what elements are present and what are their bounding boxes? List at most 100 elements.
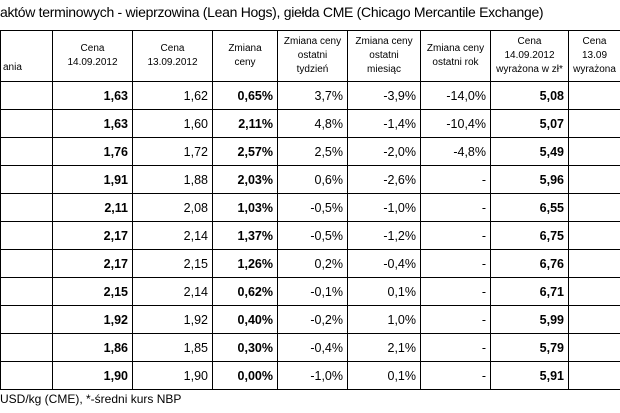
value-cell: 2,15 — [52, 277, 133, 306]
label-cell — [0, 361, 53, 390]
value-cell: 1,88 — [132, 165, 213, 194]
value-cell: 2,5% — [277, 137, 348, 166]
value-cell: 1,72 — [132, 137, 213, 166]
header-cell: Zmiana ceny ostatni miesiąc — [347, 30, 421, 82]
header-cell: Cena 14.09.2012 wyrażona w zł* — [490, 30, 569, 82]
value-cell: 2,15 — [132, 249, 213, 278]
value-cell: - — [420, 193, 491, 222]
header-cell: Zmiana ceny — [212, 30, 278, 82]
table-row: 2,15 2,14 0,62% -0,1% 0,1% -6,71 — [0, 277, 620, 306]
label-cell — [0, 137, 53, 166]
label-cell — [0, 165, 53, 194]
value-cell: 5,99 — [490, 305, 569, 334]
value-cell: 1,92 — [52, 305, 133, 334]
value-cell: - — [420, 249, 491, 278]
value-cell: 1,90 — [132, 361, 213, 390]
value-cell: - — [420, 305, 491, 334]
value-cell: 0,62% — [212, 277, 278, 306]
value-cell: 1,62 — [132, 81, 213, 110]
label-cell — [0, 249, 53, 278]
value-cell: 1,86 — [52, 333, 133, 362]
value-cell — [568, 221, 620, 250]
value-cell: 2,03% — [212, 165, 278, 194]
value-cell — [568, 249, 620, 278]
price-table: ania Cena 14.09.2012 Cena 13.09.2012 Zmiana… — [0, 30, 620, 390]
value-cell: 6,71 — [490, 277, 569, 306]
value-cell: - — [420, 333, 491, 362]
value-cell: -4,8% — [420, 137, 491, 166]
value-cell: 1,0% — [347, 305, 421, 334]
value-cell — [568, 109, 620, 138]
value-cell — [568, 361, 620, 390]
value-cell: 5,49 — [490, 137, 569, 166]
value-cell: -3,9% — [347, 81, 421, 110]
value-cell — [568, 165, 620, 194]
header-cell: Zmiana ceny ostatni rok — [420, 30, 491, 82]
footnote: USD/kg (CME), *-średni kurs NBP — [0, 392, 182, 406]
value-cell: - — [420, 277, 491, 306]
value-cell: -1,2% — [347, 221, 421, 250]
value-cell — [568, 277, 620, 306]
table-row: 1,76 1,72 2,57% 2,5% -2,0% -4,8% 5,49 — [0, 137, 620, 166]
value-cell: -0,4% — [277, 333, 348, 362]
value-cell: - — [420, 165, 491, 194]
table-row: 1,63 1,62 0,65% 3,7% -3,9% -14,0% 5,08 — [0, 81, 620, 110]
value-cell: -1,0% — [277, 361, 348, 390]
value-cell: 2,17 — [52, 221, 133, 250]
label-cell — [0, 333, 53, 362]
label-cell — [0, 81, 53, 110]
value-cell: 0,00% — [212, 361, 278, 390]
value-cell: -1,0% — [347, 193, 421, 222]
value-cell: 1,91 — [52, 165, 133, 194]
header-row: ania Cena 14.09.2012 Cena 13.09.2012 Zmiana… — [0, 30, 620, 82]
value-cell: - — [420, 221, 491, 250]
value-cell: 5,91 — [490, 361, 569, 390]
value-cell: 5,79 — [490, 333, 569, 362]
value-cell: 5,96 — [490, 165, 569, 194]
value-cell: 2,11% — [212, 109, 278, 138]
table-row: 2,11 2,08 1,03% -0,5% -1,0% -6,55 — [0, 193, 620, 222]
value-cell: 6,75 — [490, 221, 569, 250]
value-cell: 2,14 — [132, 221, 213, 250]
header-cell: Cena 13.09 wyrażona — [568, 30, 620, 82]
value-cell: 1,26% — [212, 249, 278, 278]
value-cell: 2,17 — [52, 249, 133, 278]
value-cell — [568, 333, 620, 362]
value-cell: 1,90 — [52, 361, 133, 390]
value-cell: 3,7% — [277, 81, 348, 110]
table-body: 1,63 1,62 0,65% 3,7% -3,9% -14,0% 5,08 1,63 1,60… — [0, 81, 620, 390]
value-cell: 0,65% — [212, 81, 278, 110]
value-cell: 1,85 — [132, 333, 213, 362]
value-cell: -10,4% — [420, 109, 491, 138]
value-cell: 6,55 — [490, 193, 569, 222]
value-cell: 2,14 — [132, 277, 213, 306]
label-cell — [0, 277, 53, 306]
value-cell: 0,6% — [277, 165, 348, 194]
value-cell: 2,57% — [212, 137, 278, 166]
value-cell: 1,76 — [52, 137, 133, 166]
value-cell: -2,0% — [347, 137, 421, 166]
value-cell: 1,03% — [212, 193, 278, 222]
value-cell: 1,92 — [132, 305, 213, 334]
header-cell: Zmiana ceny ostatni tydzień — [277, 30, 348, 82]
value-cell: -0,2% — [277, 305, 348, 334]
table-row: 1,90 1,90 0,00% -1,0% 0,1% -5,91 — [0, 361, 620, 390]
value-cell: 0,1% — [347, 361, 421, 390]
value-cell: 0,30% — [212, 333, 278, 362]
value-cell: 4,8% — [277, 109, 348, 138]
value-cell: 1,60 — [132, 109, 213, 138]
label-cell — [0, 221, 53, 250]
value-cell — [568, 193, 620, 222]
value-cell: 0,2% — [277, 249, 348, 278]
value-cell: 5,07 — [490, 109, 569, 138]
value-cell: 6,76 — [490, 249, 569, 278]
value-cell: 0,40% — [212, 305, 278, 334]
value-cell: -0,4% — [347, 249, 421, 278]
label-cell — [0, 193, 53, 222]
header-cell: ania — [0, 30, 53, 82]
value-cell — [568, 81, 620, 110]
table-title: aktów terminowych - wieprzowina (Lean Ho… — [0, 4, 544, 20]
value-cell: 2,11 — [52, 193, 133, 222]
value-cell: 1,63 — [52, 109, 133, 138]
